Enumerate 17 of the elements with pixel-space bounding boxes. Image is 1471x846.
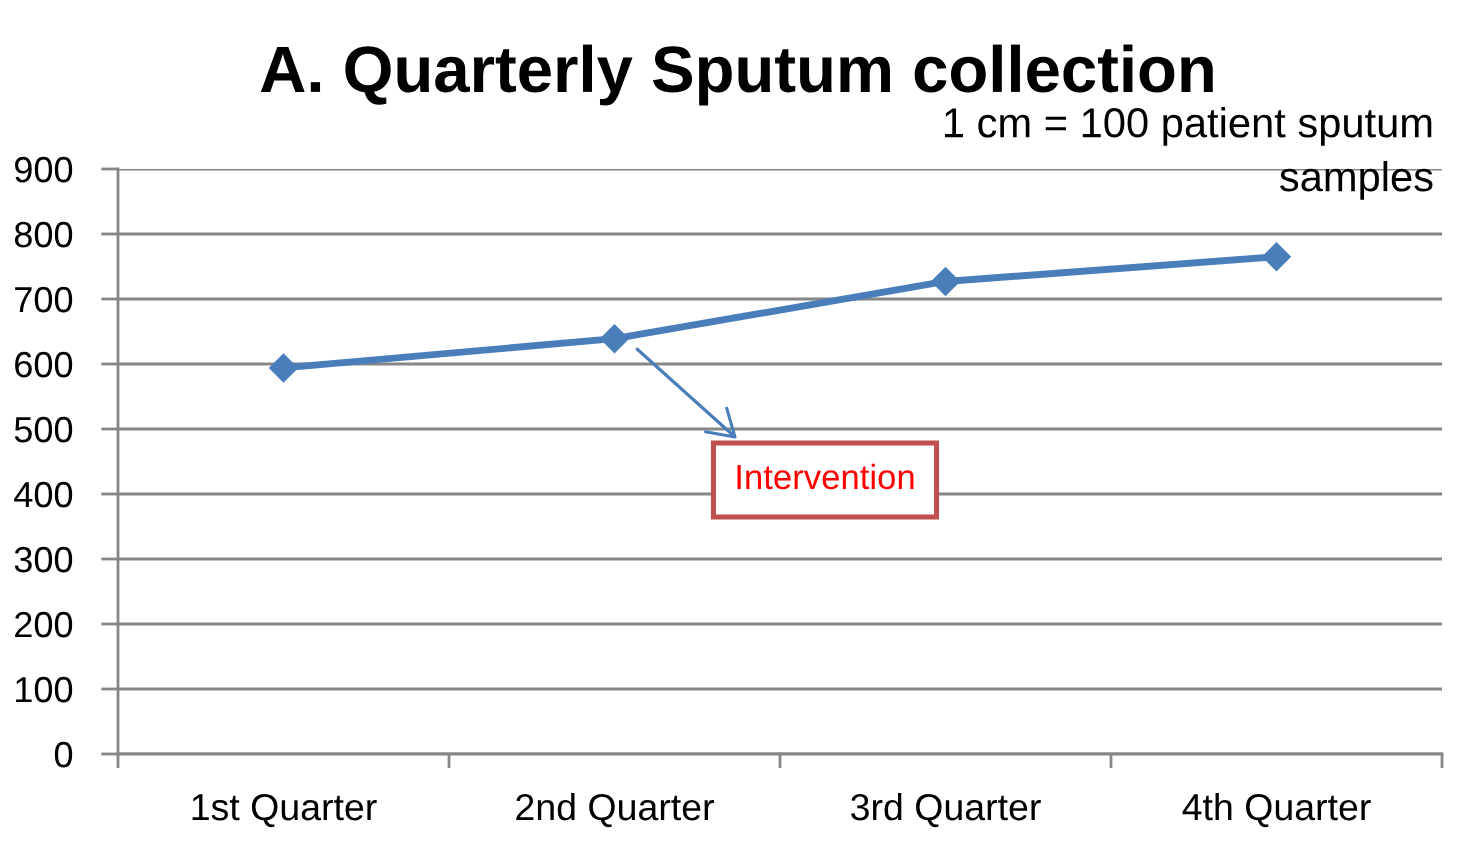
y-tick-label: 300 <box>14 546 73 573</box>
y-tick-label: 700 <box>15 286 73 313</box>
x-tick-label: 2nd Quarter <box>516 792 714 828</box>
y-tick-label: 600 <box>15 351 73 378</box>
chart-title: A. Quarterly Sputum collection <box>260 44 1213 106</box>
x-tick-label: 1st Quarter <box>192 793 377 828</box>
y-tick-label: 0 <box>54 741 73 768</box>
x-tick-label: 3rd Quarter <box>851 792 1041 828</box>
y-tick-label: 900 <box>15 156 73 183</box>
y-tick-label: 100 <box>16 676 73 703</box>
y-tick-label: 400 <box>14 481 73 508</box>
annotation: Intervention <box>737 463 914 490</box>
y-tick-label: 200 <box>15 611 73 638</box>
x-tick-label: 4th Quarter <box>1182 792 1371 828</box>
y-tick-label: 800 <box>14 221 73 248</box>
y-tick-label: 500 <box>14 416 73 443</box>
chart-subtitle: 1 cm = 100 patient sputum samples <box>945 107 1433 200</box>
